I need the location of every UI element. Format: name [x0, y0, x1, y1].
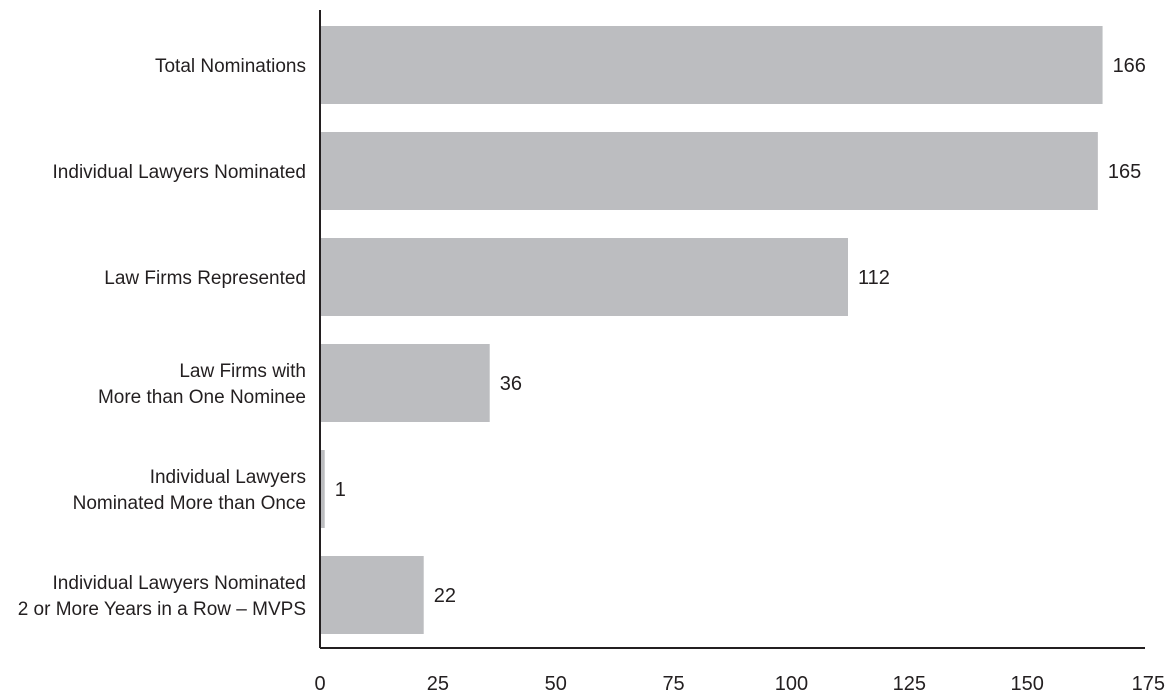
category-label-1-line-0: Individual Lawyers Nominated: [53, 162, 306, 183]
category-label-0: Total Nominations: [155, 56, 306, 77]
x-tick-label-3: 75: [662, 673, 684, 695]
category-label-5-line-1: 2 or More Years in a Row – MVPS: [18, 599, 306, 620]
category-label-4: Individual Lawyers Nominated More than On…: [73, 467, 306, 514]
x-tick-label-6: 150: [1010, 673, 1043, 695]
category-label-3-line-0: Law Firms with: [179, 361, 306, 382]
value-label-0: 166: [1113, 55, 1146, 77]
category-label-0-line-0: Total Nominations: [155, 56, 306, 77]
category-label-2: Law Firms Represented: [104, 268, 306, 289]
category-label-2-line-0: Law Firms Represented: [104, 268, 306, 289]
category-label-3: Law Firms with More than One Nominee: [98, 361, 306, 408]
bar-0: [320, 26, 1103, 104]
x-tick-label-5: 125: [893, 673, 926, 695]
x-tick-label-2: 50: [545, 673, 567, 695]
bar-5: [320, 556, 424, 634]
category-label-4-line-1: Nominated More than Once: [73, 493, 306, 514]
x-tick-label-7: 175: [1132, 673, 1165, 695]
value-labels-group: 166 165 112 36 1 22: [335, 55, 1146, 607]
bar-3: [320, 344, 490, 422]
axes-group: [319, 10, 1145, 649]
value-label-5: 22: [434, 585, 456, 607]
bar-4: [320, 450, 325, 528]
bars-group: [320, 26, 1103, 634]
bar-2: [320, 238, 848, 316]
category-label-3-line-1: More than One Nominee: [98, 387, 306, 408]
value-label-4: 1: [335, 479, 346, 501]
category-label-5: Individual Lawyers Nominated 2 or More Ye…: [18, 573, 306, 620]
value-label-1: 165: [1108, 161, 1141, 183]
x-tick-label-4: 100: [775, 673, 808, 695]
value-label-3: 36: [500, 373, 522, 395]
x-tick-label-1: 25: [427, 673, 449, 695]
category-labels-group: Total Nominations Individual Lawyers Nomi…: [18, 56, 306, 620]
x-ticks-group: 0 25 50 75 100 125 150 175: [314, 673, 1165, 695]
value-label-2: 112: [858, 267, 890, 289]
bar-1: [320, 132, 1098, 210]
x-tick-label-0: 0: [314, 673, 325, 695]
category-label-4-line-0: Individual Lawyers: [150, 467, 306, 488]
category-label-1: Individual Lawyers Nominated: [53, 162, 306, 183]
category-label-5-line-0: Individual Lawyers Nominated: [53, 573, 306, 594]
